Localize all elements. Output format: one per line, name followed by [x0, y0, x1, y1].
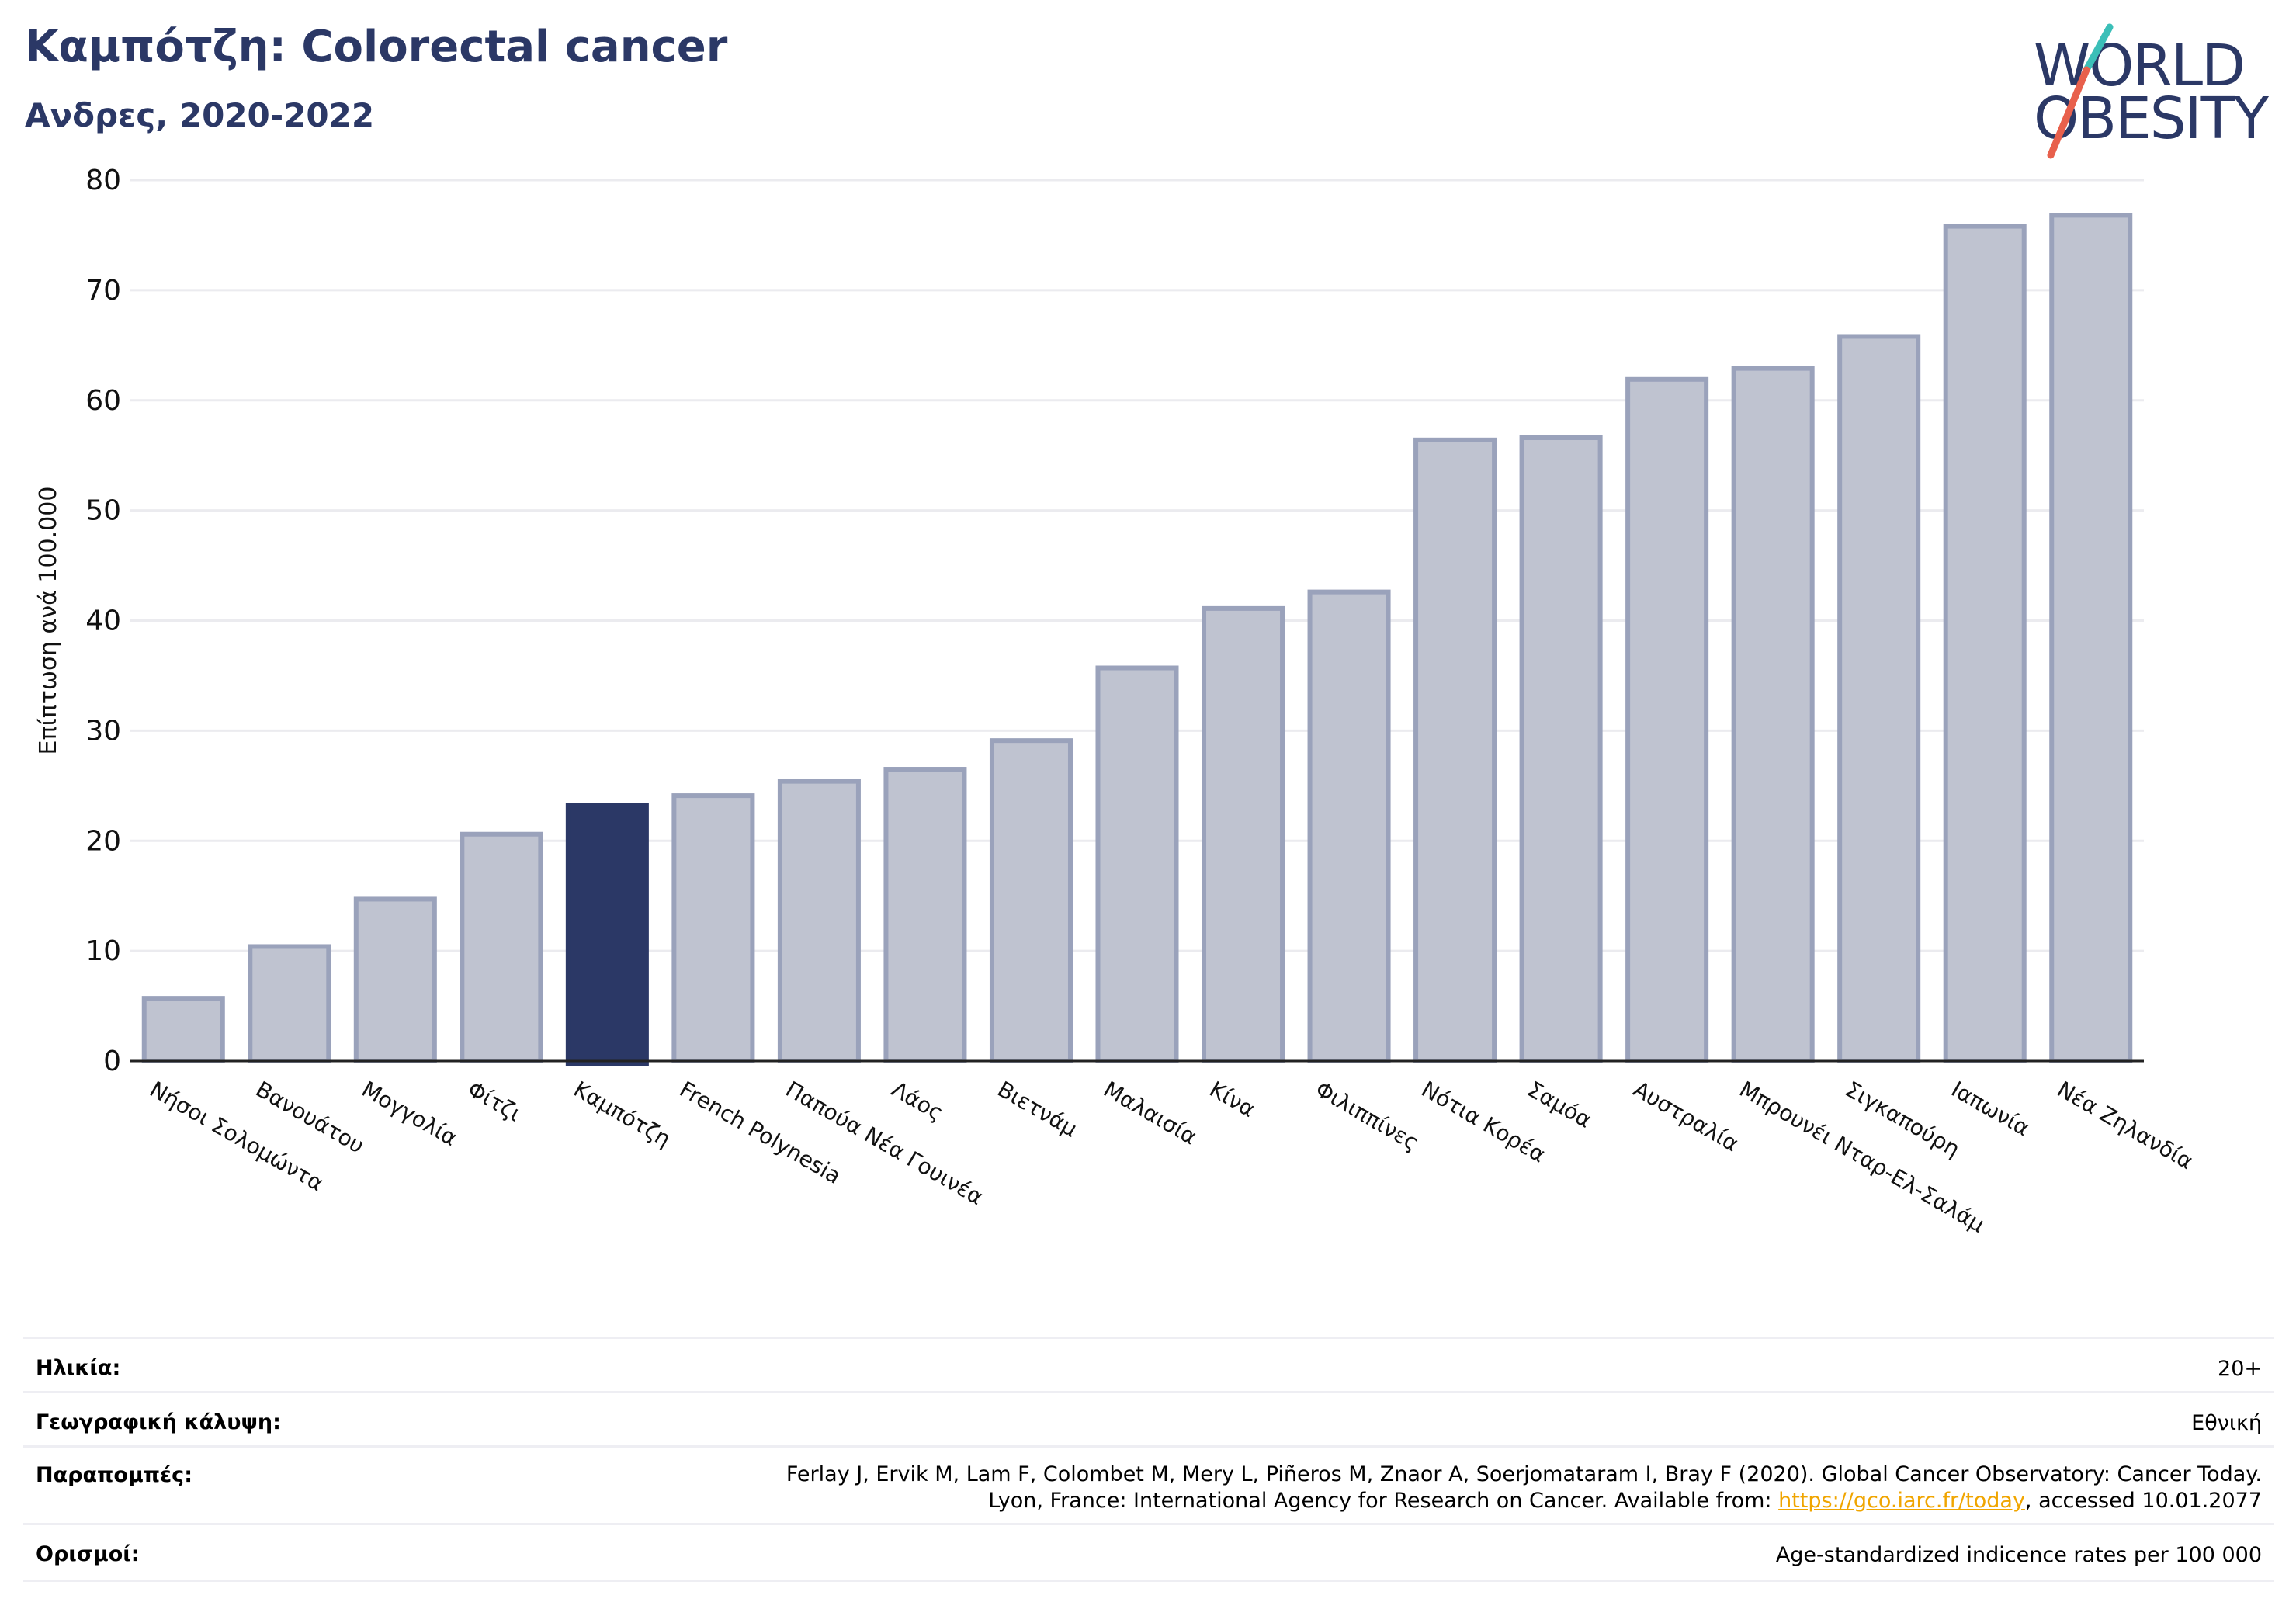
meta-refs-value: Ferlay J, Ervik M, Lam F, Colombet M, Me…	[321, 1462, 2262, 1514]
meta-defs-label: Ορισμοί:	[36, 1542, 140, 1566]
meta-coverage-value: Εθνική	[2191, 1411, 2262, 1435]
y-tick-label: 40	[85, 605, 121, 637]
y-tick-labels: 0 10 20 30 40 50 60 70 80	[85, 165, 121, 1077]
chart-title: Καμπότζη: Colorectal cancer	[25, 22, 728, 72]
chart-subtitle: Ανδρες, 2020-2022	[25, 96, 375, 134]
x-tick-label: Καμπότζη	[569, 1076, 675, 1152]
bar	[1307, 589, 1391, 1063]
y-tick-label: 20	[85, 825, 121, 857]
meta-row-age: Ηλικία: 20+	[23, 1337, 2274, 1393]
x-tick-label: Μαλαισία	[1099, 1076, 1202, 1150]
logo-teal-slash	[2083, 23, 2114, 74]
meta-row-references: Παραπομπές: Ferlay J, Ervik M, Lam F, Co…	[23, 1445, 2274, 1525]
bar	[460, 831, 543, 1064]
bar	[1837, 334, 1921, 1063]
bar	[1095, 665, 1179, 1063]
x-tick-label: Παπούα Νέα Γουινέα	[781, 1076, 987, 1210]
y-tick-label: 50	[85, 495, 121, 527]
refs-line-2-text: Lyon, France: International Agency for R…	[988, 1489, 1779, 1513]
bar	[1202, 605, 1285, 1063]
refs-link[interactable]: https://gco.iarc.fr/today	[1778, 1489, 2025, 1513]
x-tick-label: Σαμόα	[1523, 1076, 1596, 1132]
meta-age-value: 20+	[2218, 1357, 2262, 1381]
bar	[565, 803, 649, 1066]
bar	[353, 896, 437, 1063]
x-tick-label: Κίνα	[1205, 1076, 1260, 1122]
bar-chart: 0 10 20 30 40 50 60 70 80 Νήσοι ΣολομώνταΒανουάτ…	[35, 165, 2197, 1238]
bar	[1731, 366, 1815, 1063]
x-tick-label: Φιλιππίνες	[1311, 1076, 1424, 1156]
logo-line-1: WORLD	[2034, 33, 2244, 99]
y-axis-label: Επίπτωση ανά 100.000	[35, 487, 62, 755]
x-tick-label: Βιετνάμ	[994, 1076, 1082, 1142]
meta-defs-value: Age-standardized indicence rates per 100…	[1775, 1543, 2262, 1567]
bar	[2049, 213, 2133, 1063]
meta-coverage-label: Γεωγραφική κάλυψη:	[36, 1410, 281, 1434]
x-tick-label: Νήσοι Σολομώντα	[145, 1076, 328, 1196]
world-obesity-logo: WORLD OBESITY	[2034, 23, 2271, 159]
bar	[248, 944, 331, 1063]
y-tick-label: 10	[85, 935, 121, 967]
meta-row-coverage: Γεωγραφική κάλυψη: Εθνική	[23, 1391, 2274, 1448]
y-tick-label: 60	[85, 385, 121, 417]
y-tick-label: 70	[85, 275, 121, 307]
y-tick-label: 30	[85, 715, 121, 747]
bar	[1943, 224, 2027, 1063]
bar	[989, 738, 1073, 1063]
bar	[1625, 376, 1709, 1063]
y-tick-label: 80	[85, 165, 121, 196]
bar	[883, 767, 967, 1063]
refs-accessed: , accessed 10.01.2077	[2024, 1489, 2262, 1513]
bars	[130, 213, 2144, 1066]
meta-age-label: Ηλικία:	[36, 1356, 121, 1380]
meta-row-definitions: Ορισμοί: Age-standardized indicence rate…	[23, 1523, 2274, 1582]
x-tick-label: Νέα Ζηλανδία	[2053, 1076, 2197, 1174]
y-tick-label: 0	[103, 1046, 121, 1077]
refs-line-1: Ferlay J, Ervik M, Lam F, Colombet M, Me…	[786, 1462, 2262, 1486]
bar	[777, 779, 861, 1063]
meta-refs-label: Παραπομπές:	[36, 1463, 192, 1487]
x-tick-label: Αυστραλία	[1629, 1076, 1743, 1157]
x-tick-label: Ιαπωνία	[1947, 1076, 2034, 1141]
bar	[141, 996, 225, 1063]
x-tick-label: Μογγολία	[357, 1076, 461, 1151]
bar	[1413, 437, 1497, 1063]
bar	[671, 793, 755, 1064]
logo-red-slash	[2047, 66, 2090, 159]
bar	[1519, 435, 1603, 1063]
x-tick-label: Φίτζι	[463, 1076, 525, 1126]
x-tick-label: Λάος	[887, 1076, 948, 1125]
refs-line-2: Lyon, France: International Agency for R…	[321, 1488, 2262, 1514]
